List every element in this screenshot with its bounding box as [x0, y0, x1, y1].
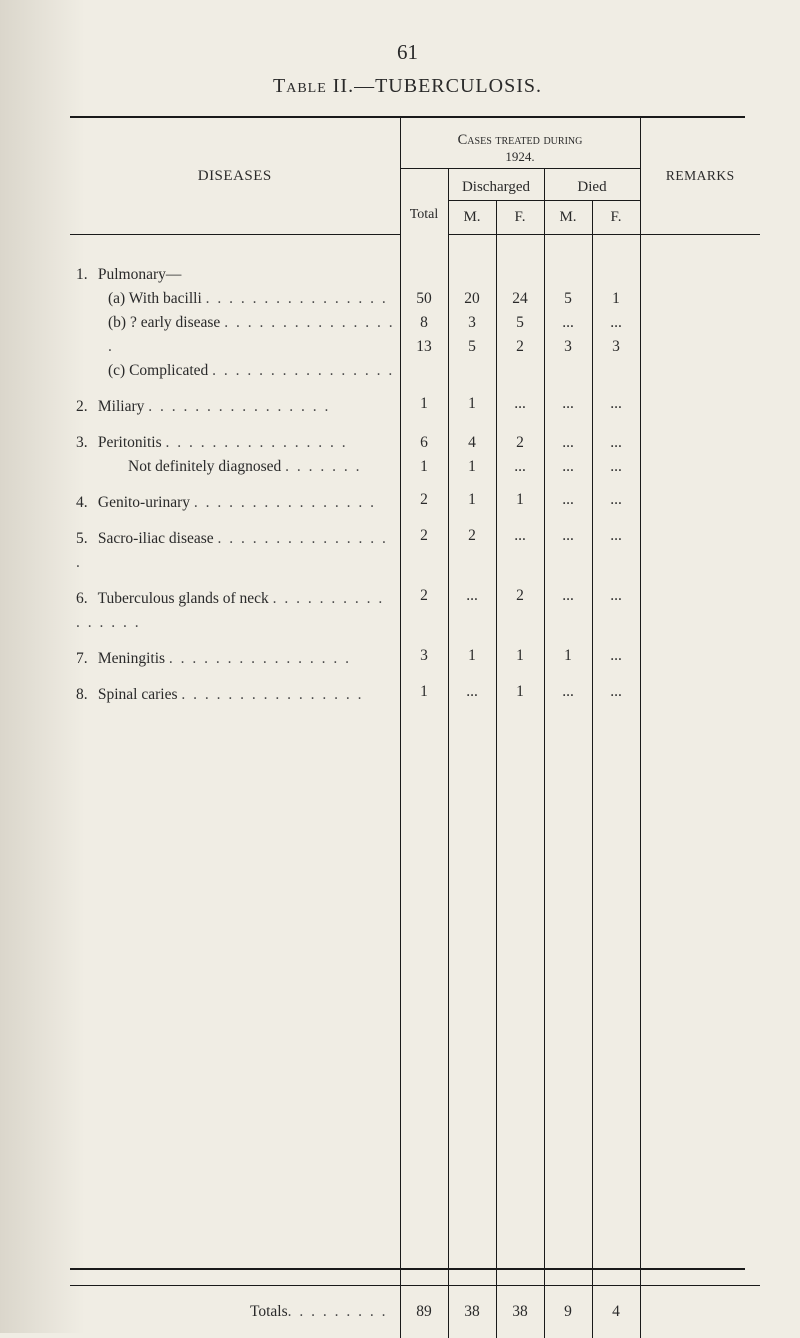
cell: ...: [544, 389, 592, 425]
table-frame: DISEASES Cases treated during 1924. REMA…: [70, 116, 745, 1270]
table-row: 5. Sacro-iliac disease . . . . . . . . .…: [70, 521, 760, 581]
cell: 1: [496, 677, 544, 713]
cell: ...: [544, 485, 592, 521]
cell-df: 2...: [496, 425, 544, 485]
cell: ...: [448, 677, 496, 713]
header-diseases: DISEASES: [70, 118, 400, 201]
table-row: 7. Meningitis . . . . . . . . . . . . . …: [70, 641, 760, 677]
cell: 2: [400, 485, 448, 521]
table-row: 6. Tuberculous glands of neck . . . . . …: [70, 581, 760, 641]
header-cases-line2: 1924.: [505, 149, 534, 164]
cell: 2: [400, 521, 448, 581]
cell: 1: [448, 641, 496, 677]
cell: ...: [544, 581, 592, 641]
spacer-top: [70, 235, 400, 258]
totals-label: Totals. . . . . . . . .: [70, 1286, 400, 1338]
table-row: 3. Peritonitis . . . . . . . . . . . . .…: [70, 425, 760, 485]
cell-remarks: [640, 485, 760, 521]
cell-xf: ......: [592, 425, 640, 485]
header-disch-f: F.: [496, 201, 544, 235]
cell: 38: [496, 1286, 544, 1338]
table-row: 8. Spinal caries . . . . . . . . . . . .…: [70, 677, 760, 713]
cell-remarks: [640, 641, 760, 677]
header-total: Total: [400, 169, 448, 235]
cell: 9: [544, 1286, 592, 1338]
cell: ...: [592, 485, 640, 521]
cell: 1: [496, 485, 544, 521]
table-title: Table II.—TUBERCULOSIS.: [70, 75, 745, 98]
cell-remarks: [640, 581, 760, 641]
cell: ...: [592, 389, 640, 425]
cell: ...: [496, 389, 544, 425]
disease-label: 1. Pulmonary—(a) With bacilli . . . . . …: [70, 257, 400, 389]
cell: 2: [400, 581, 448, 641]
header-discharged: Discharged: [448, 169, 544, 201]
header-died-m: M.: [544, 201, 592, 235]
cell-xm: ......: [544, 425, 592, 485]
cell: 1: [544, 641, 592, 677]
cell: 2: [496, 581, 544, 641]
cell: 1: [496, 641, 544, 677]
header-disch-m: M.: [448, 201, 496, 235]
disease-label: 8. Spinal caries . . . . . . . . . . . .…: [70, 677, 400, 713]
cell: ...: [544, 677, 592, 713]
tuberculosis-table: DISEASES Cases treated during 1924. REMA…: [70, 118, 760, 1338]
header-blank-2: [640, 201, 760, 235]
cell: ...: [544, 521, 592, 581]
totals-row: Totals. . . . . . . . .89383894: [70, 1286, 760, 1338]
disease-label: 5. Sacro-iliac disease . . . . . . . . .…: [70, 521, 400, 581]
table-row: 1. Pulmonary—(a) With bacilli . . . . . …: [70, 257, 760, 389]
disease-label: 3. Peritonitis . . . . . . . . . . . . .…: [70, 425, 400, 485]
table-row: 2. Miliary . . . . . . . . . . . . . . .…: [70, 389, 760, 425]
cell: 38: [448, 1286, 496, 1338]
page: 61 Table II.—TUBERCULOSIS. DISEASES Case…: [0, 0, 800, 1333]
disease-label: 6. Tuberculous glands of neck . . . . . …: [70, 581, 400, 641]
cell: 1: [400, 677, 448, 713]
header-died-f: F.: [592, 201, 640, 235]
cell-dm: 41: [448, 425, 496, 485]
cell-remarks: [640, 521, 760, 581]
table-row: 4. Genito-urinary . . . . . . . . . . . …: [70, 485, 760, 521]
cell: 3: [400, 641, 448, 677]
header-cases-line1: Cases treated during: [458, 132, 583, 148]
cell: ...: [592, 521, 640, 581]
cell: ...: [592, 581, 640, 641]
cell-dm: 2035: [448, 257, 496, 389]
cell-remarks: [640, 257, 760, 389]
disease-label: 7. Meningitis . . . . . . . . . . . . . …: [70, 641, 400, 677]
cell-remarks: [640, 425, 760, 485]
cell: 1: [400, 389, 448, 425]
cell: ...: [592, 641, 640, 677]
cell: ...: [448, 581, 496, 641]
cell-total: 61: [400, 425, 448, 485]
page-number: 61: [70, 40, 745, 65]
cell-xf: 1...3: [592, 257, 640, 389]
cell-remarks: [640, 389, 760, 425]
cell: ...: [496, 521, 544, 581]
cell-remarks: [640, 1286, 760, 1338]
cell: ...: [592, 677, 640, 713]
cell: 1: [448, 389, 496, 425]
header-remarks: REMARKS: [640, 118, 760, 201]
header-died: Died: [544, 169, 640, 201]
cell: 1: [448, 485, 496, 521]
cell-df: 2452: [496, 257, 544, 389]
disease-label: 2. Miliary . . . . . . . . . . . . . . .…: [70, 389, 400, 425]
header-cases: Cases treated during 1924.: [400, 118, 640, 169]
cell-remarks: [640, 677, 760, 713]
cell-total: 50813: [400, 257, 448, 389]
disease-label: 4. Genito-urinary . . . . . . . . . . . …: [70, 485, 400, 521]
cell-xm: 5...3: [544, 257, 592, 389]
cell: 4: [592, 1286, 640, 1338]
cell: 89: [400, 1286, 448, 1338]
cell: 2: [448, 521, 496, 581]
header-blank-1: [70, 201, 400, 235]
spacer: [70, 713, 760, 1286]
